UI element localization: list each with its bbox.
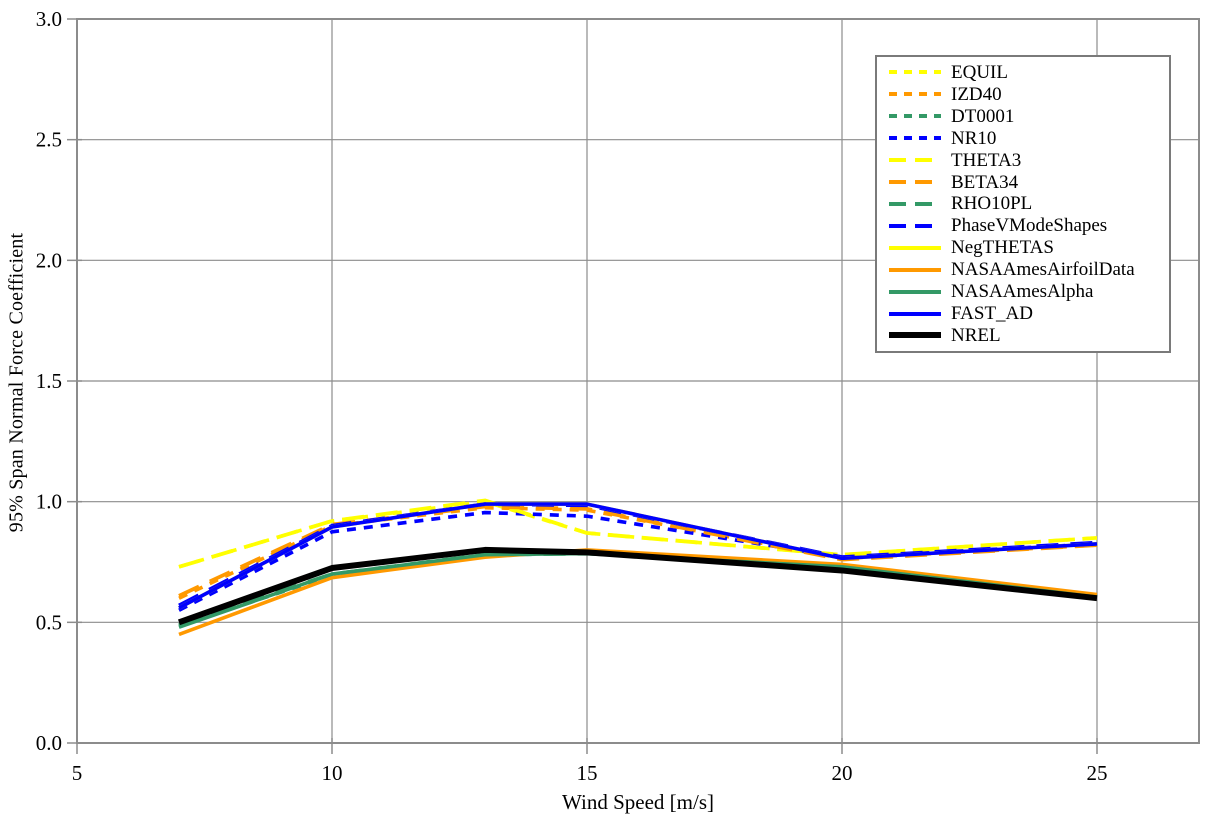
y-tick-label: 0.5 xyxy=(36,610,62,634)
y-tick-label: 1.0 xyxy=(36,490,62,514)
series-line-NASAAmesAlpha xyxy=(178,551,1098,629)
legend-label: NegTHETAS xyxy=(951,237,1054,259)
y-axis-label: 95% Span Normal Force Coefficient xyxy=(5,232,28,533)
legend-item-NegTHETAS: NegTHETAS xyxy=(887,237,1169,258)
y-tick-label: 2.5 xyxy=(36,128,62,152)
legend-line-sample xyxy=(889,245,941,250)
legend-line-sample xyxy=(889,158,941,163)
legend-label: IZD40 xyxy=(951,83,1002,105)
x-tick-label: 20 xyxy=(832,761,853,785)
x-tick-label: 5 xyxy=(72,761,83,785)
legend-item-EQUIL: EQUIL xyxy=(887,62,1169,83)
legend-item-NASAAmesAirfoilData: NASAAmesAirfoilData xyxy=(887,259,1169,280)
legend-label: NR10 xyxy=(951,127,997,149)
x-tick-label: 10 xyxy=(322,761,343,785)
legend-label: NREL xyxy=(951,324,1001,346)
series-line-RHO10PL xyxy=(178,551,1098,627)
legend-item-RHO10PL: RHO10PL xyxy=(887,193,1169,214)
series-line-THETA3 xyxy=(178,498,1098,569)
legend-line-sample xyxy=(889,332,941,339)
legend-line-sample xyxy=(889,114,941,119)
legend: EQUIL IZD40 DT0001 NR10 THETA3 BETA34 RHO10PL P… xyxy=(875,55,1171,353)
legend-line-sample xyxy=(889,70,941,75)
legend-label: DT0001 xyxy=(951,105,1015,127)
x-tick-label: 15 xyxy=(577,761,598,785)
legend-line-sample xyxy=(889,267,941,272)
legend-label: RHO10PL xyxy=(951,193,1033,215)
legend-line-sample xyxy=(889,289,941,294)
legend-item-IZD40: IZD40 xyxy=(887,84,1169,105)
series-line-NREL xyxy=(177,546,1098,626)
y-tick-label: 1.5 xyxy=(36,369,62,393)
legend-line-sample xyxy=(889,201,941,206)
legend-line-sample xyxy=(889,311,941,316)
series-line-NASAAmesAirfoilData xyxy=(178,548,1098,637)
legend-label: PhaseVModeShapes xyxy=(951,215,1108,237)
legend-line-sample xyxy=(889,223,941,228)
legend-label: EQUIL xyxy=(951,61,1008,83)
legend-label: BETA34 xyxy=(951,171,1019,193)
legend-item-NREL: NREL xyxy=(887,325,1169,346)
legend-item-NR10: NR10 xyxy=(887,128,1169,149)
legend-item-NASAAmesAlpha: NASAAmesAlpha xyxy=(887,281,1169,302)
legend-label: FAST_AD xyxy=(951,303,1033,325)
y-tick-label: 2.0 xyxy=(36,248,62,272)
series-line-NR10 xyxy=(178,510,1098,612)
legend-item-PhaseVModeShapes: PhaseVModeShapes xyxy=(887,215,1169,236)
x-tick-label: 25 xyxy=(1087,761,1108,785)
y-tick-label: 0.0 xyxy=(36,731,62,755)
legend-item-THETA3: THETA3 xyxy=(887,150,1169,171)
y-tick-label: 3.0 xyxy=(36,7,62,31)
x-axis-label: Wind Speed [m/s] xyxy=(562,790,714,814)
legend-label: NASAAmesAirfoilData xyxy=(951,259,1135,281)
legend-item-DT0001: DT0001 xyxy=(887,106,1169,127)
legend-line-sample xyxy=(889,92,941,97)
legend-label: NASAAmesAlpha xyxy=(951,281,1094,303)
series-line-DT0001 xyxy=(178,551,1098,628)
legend-line-sample xyxy=(889,180,941,185)
series-line-FAST_AD xyxy=(178,502,1098,610)
legend-item-FAST_AD: FAST_AD xyxy=(887,303,1169,324)
legend-label: THETA3 xyxy=(951,149,1022,171)
legend-line-sample xyxy=(889,136,941,141)
legend-item-BETA34: BETA34 xyxy=(887,172,1169,193)
